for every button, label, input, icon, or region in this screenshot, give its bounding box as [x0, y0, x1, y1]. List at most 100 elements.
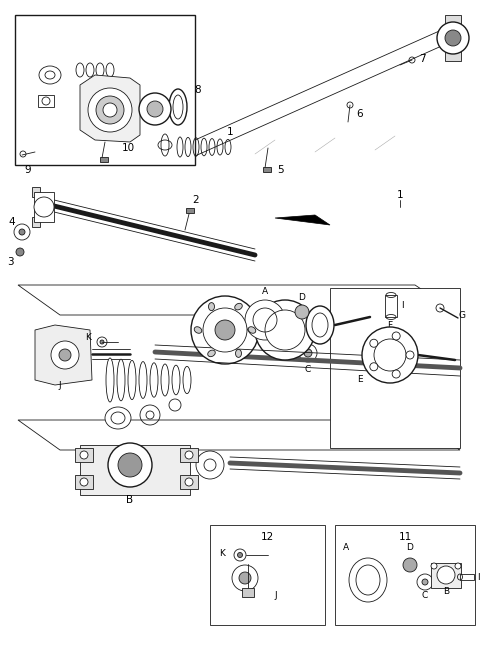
Bar: [186, 208, 194, 213]
Text: I: I: [401, 300, 403, 310]
Text: C: C: [422, 592, 428, 600]
Text: J: J: [275, 590, 277, 600]
Bar: [34, 192, 54, 222]
Circle shape: [367, 337, 373, 343]
Text: F: F: [387, 321, 393, 331]
Bar: [210, 525, 325, 625]
Ellipse shape: [194, 327, 202, 333]
Circle shape: [68, 362, 73, 367]
Circle shape: [295, 305, 309, 319]
Circle shape: [304, 349, 312, 357]
Ellipse shape: [183, 367, 191, 394]
Bar: [263, 167, 271, 172]
Bar: [335, 525, 475, 625]
Text: A: A: [343, 543, 349, 552]
Bar: [32, 187, 40, 197]
Bar: [445, 51, 461, 61]
Ellipse shape: [312, 313, 328, 337]
Bar: [100, 157, 108, 162]
Text: 5: 5: [276, 165, 283, 175]
Text: 6: 6: [357, 109, 363, 119]
Ellipse shape: [106, 358, 114, 402]
Circle shape: [196, 451, 224, 479]
Text: B: B: [443, 586, 449, 596]
Ellipse shape: [248, 327, 256, 333]
Circle shape: [103, 103, 117, 117]
Circle shape: [108, 443, 152, 487]
Ellipse shape: [150, 363, 158, 397]
Polygon shape: [35, 325, 92, 385]
Ellipse shape: [236, 350, 241, 358]
Circle shape: [57, 362, 62, 367]
Text: G: G: [458, 312, 466, 321]
Circle shape: [238, 552, 242, 558]
Circle shape: [370, 363, 378, 371]
Circle shape: [215, 320, 235, 340]
Circle shape: [139, 93, 171, 125]
Circle shape: [16, 248, 24, 256]
Circle shape: [19, 229, 25, 235]
Text: C: C: [305, 365, 311, 373]
Text: A: A: [262, 287, 268, 297]
Circle shape: [232, 565, 258, 591]
Circle shape: [96, 96, 124, 124]
Ellipse shape: [172, 365, 180, 395]
Polygon shape: [80, 445, 190, 495]
Ellipse shape: [173, 95, 183, 119]
Bar: [38, 95, 54, 107]
Bar: [180, 448, 198, 462]
Bar: [15, 15, 195, 165]
Circle shape: [147, 101, 163, 117]
Circle shape: [51, 341, 79, 369]
Circle shape: [80, 451, 88, 459]
Bar: [445, 15, 461, 25]
Bar: [330, 288, 460, 448]
Text: 3: 3: [7, 257, 13, 267]
Bar: [75, 448, 93, 462]
Ellipse shape: [161, 364, 169, 396]
Bar: [431, 563, 461, 588]
Circle shape: [362, 327, 418, 383]
Bar: [32, 217, 40, 227]
Circle shape: [185, 451, 193, 459]
Circle shape: [255, 300, 315, 360]
Circle shape: [445, 30, 461, 46]
Polygon shape: [275, 215, 330, 225]
Text: 12: 12: [260, 532, 274, 542]
Text: 1: 1: [227, 127, 233, 137]
Circle shape: [431, 563, 437, 569]
Circle shape: [34, 197, 54, 217]
Circle shape: [370, 339, 378, 347]
Circle shape: [59, 349, 71, 361]
Circle shape: [118, 453, 142, 477]
Ellipse shape: [169, 89, 187, 125]
Ellipse shape: [235, 303, 242, 310]
Ellipse shape: [306, 306, 334, 344]
Text: D: D: [299, 293, 305, 302]
Circle shape: [57, 343, 62, 348]
Text: K: K: [219, 548, 225, 558]
Circle shape: [437, 22, 469, 54]
Circle shape: [406, 351, 414, 359]
Ellipse shape: [208, 350, 215, 357]
Circle shape: [422, 579, 428, 585]
Circle shape: [392, 332, 400, 340]
Bar: [242, 588, 254, 597]
Text: 4: 4: [9, 217, 15, 227]
Circle shape: [392, 370, 400, 378]
Text: 8: 8: [195, 85, 201, 95]
Text: J: J: [59, 382, 61, 390]
Circle shape: [185, 478, 193, 486]
Circle shape: [146, 411, 154, 419]
Text: K: K: [85, 333, 91, 342]
Circle shape: [239, 572, 251, 584]
Text: I: I: [477, 573, 480, 581]
Circle shape: [68, 343, 73, 348]
Ellipse shape: [117, 359, 125, 401]
Circle shape: [100, 340, 104, 344]
Ellipse shape: [349, 558, 387, 602]
Text: 7: 7: [419, 54, 425, 64]
Text: B: B: [126, 495, 133, 505]
Text: D: D: [407, 543, 413, 552]
Text: 11: 11: [398, 532, 412, 542]
